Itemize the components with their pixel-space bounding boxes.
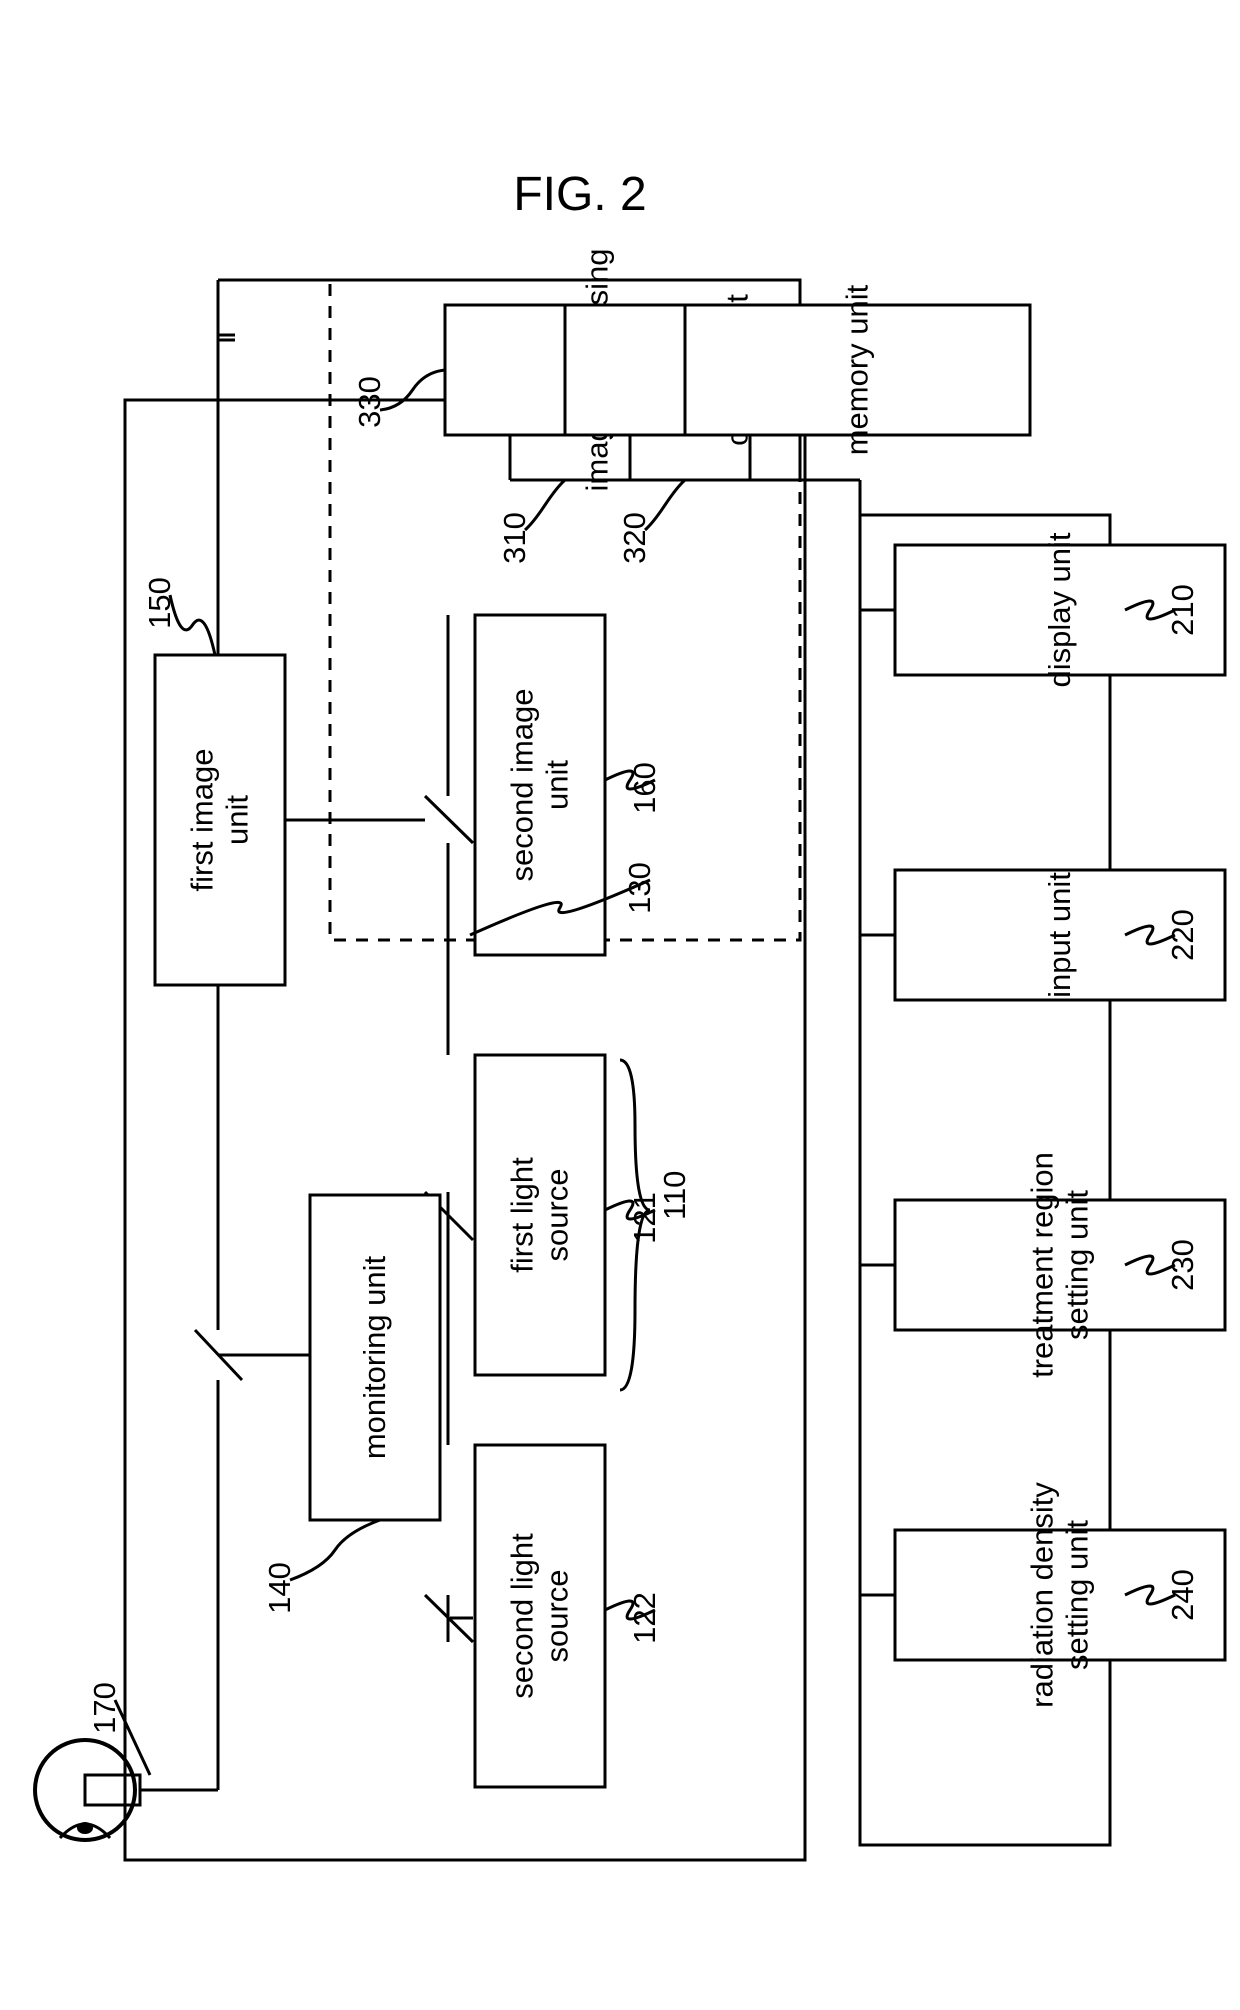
memory-label: memory unit <box>840 284 875 455</box>
treatment-label: treatment region <box>1025 1152 1060 1378</box>
first_image-label: unit <box>220 795 255 845</box>
ref-330: 330 <box>352 376 387 428</box>
radiation-label: setting unit <box>1060 1520 1095 1670</box>
first_light-label: first light <box>505 1157 540 1273</box>
input-label: input unit <box>1042 872 1077 998</box>
second_light-label: source <box>540 1569 575 1662</box>
ref-220: 220 <box>1165 909 1200 961</box>
second_image-label: second image <box>505 688 540 881</box>
ref-150: 150 <box>142 577 177 629</box>
ref-140: 140 <box>262 1562 297 1614</box>
treatment-label: setting unit <box>1060 1190 1095 1340</box>
ref-122: 122 <box>627 1592 662 1644</box>
ref-310: 310 <box>497 512 532 564</box>
second_light-label: second light <box>505 1533 540 1699</box>
radiation-label: radiation density <box>1025 1482 1060 1708</box>
figure-title: FIG. 2 <box>513 168 646 221</box>
ref-210: 210 <box>1165 584 1200 636</box>
ref-320: 320 <box>617 512 652 564</box>
first_image-label: first image <box>185 749 220 892</box>
ref-121: 121 <box>627 1192 662 1244</box>
display-label: display unit <box>1042 532 1077 687</box>
ref-160: 160 <box>627 762 662 814</box>
second_image-label: unit <box>540 760 575 810</box>
ref-240: 240 <box>1165 1569 1200 1621</box>
ref-130: 130 <box>622 862 657 914</box>
svg-text:110: 110 <box>657 1171 692 1220</box>
ref-170: 170 <box>87 1682 122 1734</box>
first_light-label: source <box>540 1168 575 1261</box>
monitoring-label: monitoring unit <box>357 1255 392 1459</box>
ref-230: 230 <box>1165 1239 1200 1291</box>
